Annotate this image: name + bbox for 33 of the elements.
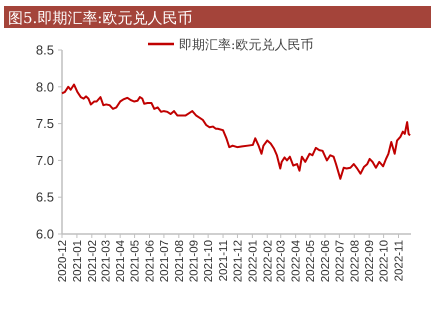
x-tick-label: 2022-07 (334, 240, 346, 282)
x-tick-label: 2022-02 (262, 240, 274, 282)
legend-label: 即期汇率:欧元兑人民币 (179, 37, 314, 53)
x-tick-label: 2021-02 (86, 240, 99, 282)
x-tick-label: 2021-09 (188, 240, 201, 282)
y-tick-label: 7.5 (36, 116, 54, 132)
x-tick-label: 2022-09 (364, 240, 376, 282)
y-tick-label: 6.0 (36, 226, 54, 242)
x-tick-label: 2022-01 (247, 240, 260, 282)
y-tick-label: 8.5 (36, 42, 54, 58)
x-tick-label: 2021-05 (130, 240, 142, 282)
x-tick-label: 2022-05 (305, 240, 318, 282)
x-tick-label: 2022-11 (394, 240, 406, 282)
x-tick-label: 2022-04 (290, 239, 303, 282)
y-tick-label: 6.5 (36, 190, 54, 205)
x-tick-label: 2021-08 (174, 240, 186, 282)
x-tick-label: 2022-10 (378, 240, 391, 282)
x-tick-label: 2021-12 (232, 240, 244, 282)
x-tick-label: 2022-08 (349, 240, 362, 282)
x-tick-label: 2021-07 (158, 240, 171, 282)
x-tick-label: 2021-06 (144, 240, 156, 282)
x-tick-label: 2022-06 (320, 240, 332, 282)
x-tick-label: 2021-11 (218, 240, 230, 282)
y-tick-label: 8.0 (36, 79, 54, 94)
x-tick-label: 2021-10 (203, 240, 216, 282)
legend: 即期汇率:欧元兑人民币 (148, 38, 314, 53)
x-tick-label: 2021-01 (72, 240, 84, 282)
x-tick-label: 2022-03 (276, 240, 288, 282)
x-tick-label: 2021-04 (115, 239, 128, 282)
x-tick-label: 2020-12 (57, 240, 69, 282)
y-tick-label: 7.0 (36, 152, 54, 168)
chart-title: 图5.即期汇率:欧元兑人民币 (8, 9, 192, 27)
x-tick-label: 2021-03 (100, 240, 112, 282)
